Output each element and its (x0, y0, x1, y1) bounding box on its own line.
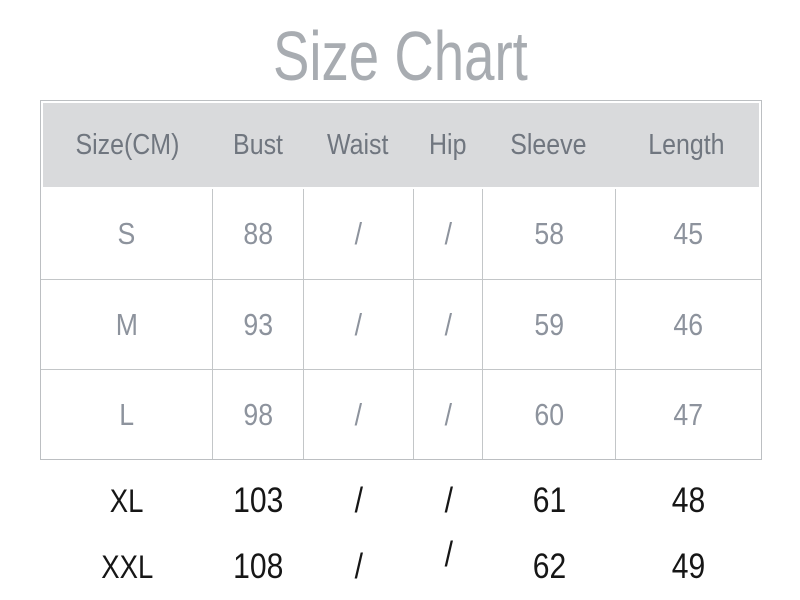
cell-xl-hip: / (444, 481, 453, 520)
table-row-m: M 93 / / 59 46 (41, 279, 761, 369)
cell-m-waist: / (304, 280, 414, 369)
column-header-bust: Bust (232, 128, 283, 161)
cell-s-length: 45 (673, 216, 704, 251)
table-row-l: L 98 / / 60 47 (41, 369, 761, 459)
cell-xl-length: 48 (671, 481, 706, 520)
cell-m-length: 46 (673, 306, 704, 342)
cell-xxl-sleeve: 62 (532, 547, 567, 586)
extra-size-rows: XL 103 / / 61 48 XXL 108 / / 62 49 (41, 468, 761, 600)
cell-l-size: L (41, 370, 213, 459)
cell-xxl-waist: / (354, 547, 364, 586)
column-header-size: Size(CM) (75, 128, 180, 161)
cell-s-hip: / (414, 189, 483, 279)
cell-xl-size: XL (110, 482, 144, 519)
cell-l-hip: / (414, 370, 483, 459)
cell-s-waist: / (304, 189, 414, 279)
cell-m-hip: / (414, 280, 483, 369)
cell-s-sleeve: 58 (483, 189, 616, 279)
table-row-s: S 88 / / 58 45 (41, 189, 761, 279)
cell-s-bust: 88 (213, 189, 304, 279)
cell-xxl-size: XXL (100, 548, 154, 585)
cell-l-bust: 98 (213, 370, 304, 459)
page-title-text: Size Chart (272, 17, 528, 95)
column-header-waist: Waist (327, 128, 389, 161)
column-header-sleeve: Sleeve (509, 128, 587, 161)
cell-m-bust: 93 (213, 280, 304, 369)
column-header-length: Length (648, 128, 725, 161)
column-header-hip: Hip (428, 128, 467, 161)
cell-m-sleeve: 59 (483, 280, 616, 369)
cell-xxl-hip: / (444, 535, 453, 574)
cell-xl-waist: / (354, 481, 364, 520)
size-table-header-row: Size(CM) Bust Waist Hip Sleeve Length (43, 103, 759, 187)
cell-xxl-length: 49 (671, 547, 706, 586)
size-table: Size(CM) Bust Waist Hip Sleeve Length S … (40, 100, 762, 460)
cell-xl-sleeve: 61 (532, 481, 567, 520)
table-row-xxl: XXL 108 / / 62 49 (41, 534, 761, 600)
page-title: Size Chart (0, 18, 800, 94)
cell-xxl-bust: 108 (233, 547, 284, 586)
cell-l-waist: / (304, 370, 414, 459)
table-row-xl: XL 103 / / 61 48 (41, 468, 761, 534)
cell-s-size: S (41, 189, 213, 279)
cell-xl-bust: 103 (233, 481, 284, 520)
cell-m-size: M (41, 280, 213, 369)
size-table-body: S 88 / / 58 45 M 93 / / 59 46 L 98 / / 6… (41, 189, 761, 459)
cell-l-sleeve: 60 (483, 370, 616, 459)
cell-l-length: 47 (673, 396, 704, 432)
